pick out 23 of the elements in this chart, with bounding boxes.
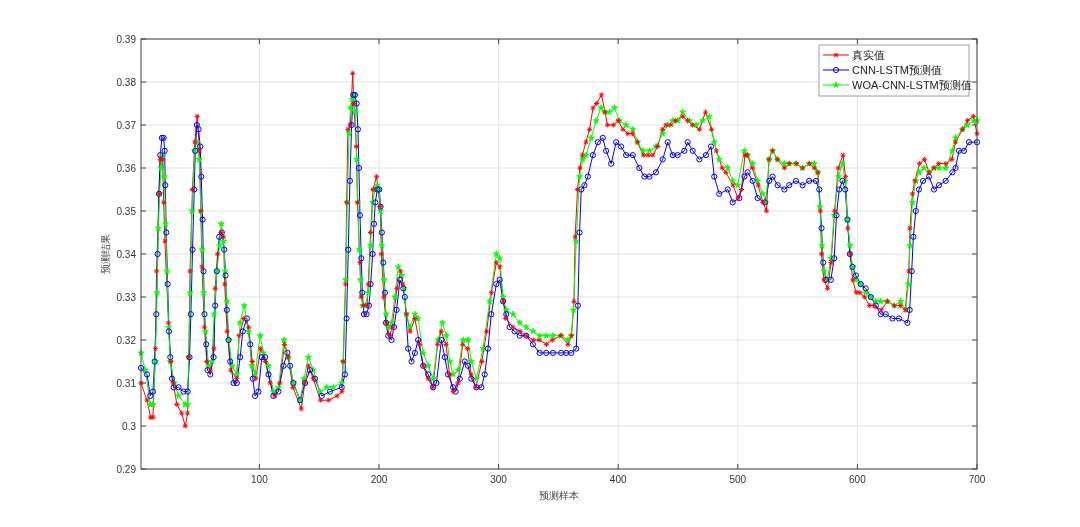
y-tick-label: 0.36 (116, 162, 137, 174)
x-axis-title: 预测样本 (539, 490, 579, 501)
y-tick-label: 0.29 (116, 463, 137, 475)
x-tick-label: 500 (729, 474, 747, 485)
y-tick-label: 0.37 (116, 119, 137, 131)
x-tick-label: 400 (609, 474, 627, 485)
x-tick-label: 600 (849, 474, 867, 485)
y-tick-label: 0.38 (116, 76, 137, 88)
y-tick-label: 0.39 (116, 33, 137, 45)
y-axis-title: 预测结果 (100, 234, 111, 274)
y-tick-label: 0.31 (116, 377, 137, 389)
y-tick-label: 0.33 (116, 291, 137, 303)
y-tick-label: 0.34 (116, 248, 137, 260)
y-tick-label: 0.35 (116, 205, 137, 217)
x-tick-label: 100 (251, 474, 269, 485)
legend-label: CNN-LSTM预测值 (852, 64, 942, 76)
x-tick-label: 700 (968, 474, 986, 485)
x-tick-label: 200 (370, 474, 388, 485)
y-tick-label: 0.3 (122, 420, 137, 432)
legend-label: WOA-CNN-LSTM预测值 (852, 79, 972, 91)
y-tick-label: 0.32 (116, 334, 137, 346)
x-tick-label: 300 (490, 474, 508, 485)
legend-label: 真实值 (852, 49, 885, 61)
